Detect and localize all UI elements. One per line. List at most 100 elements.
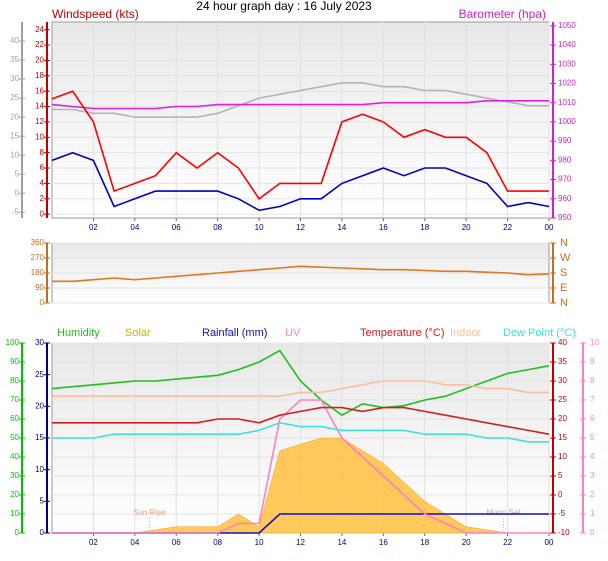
y-tick-label: 0 xyxy=(590,528,595,537)
line xyxy=(51,151,550,212)
y-tick-label: 10 xyxy=(558,452,567,461)
y-tick-label: 3 xyxy=(590,471,595,480)
y-tick-label: 16 xyxy=(35,86,44,95)
y-tick-label: 5 xyxy=(590,433,595,442)
y-tick-label: W xyxy=(560,252,571,264)
y-tick-label: 1050 xyxy=(558,21,576,30)
y-tick-label: 50 xyxy=(10,433,19,442)
y-tick-label: 20 xyxy=(10,490,19,499)
line xyxy=(52,406,550,435)
y-tick-label: 15 xyxy=(35,433,44,442)
y-tick-label: 20 xyxy=(35,401,44,410)
y-tick-label: 1020 xyxy=(558,79,576,88)
annotation: Sun Rise xyxy=(133,508,166,517)
y-tick-label: 10 xyxy=(35,132,44,141)
y-tick-label: 5 xyxy=(558,471,563,480)
y-axis-title: Windspeed (kts) xyxy=(52,7,139,21)
y-tick-label: 25 xyxy=(558,395,567,404)
x-tick-label: 14 xyxy=(337,538,346,547)
y-tick-label: 1 xyxy=(590,509,595,518)
x-tick-label: 04 xyxy=(130,223,139,232)
x-tick-label: 20 xyxy=(462,538,471,547)
y-tick-label: -10 xyxy=(558,528,570,537)
x-tick-label: 16 xyxy=(379,223,388,232)
y-tick-label: 990 xyxy=(558,136,572,145)
legend-label: Indoor xyxy=(450,327,482,339)
y-tick-label: 30 xyxy=(10,74,19,83)
y-tick-label: 6 xyxy=(590,414,595,423)
y-tick-label: 980 xyxy=(558,155,572,164)
y-tick-label: 40 xyxy=(10,36,19,45)
x-tick-label: 04 xyxy=(130,538,139,547)
y-tick-label: 5 xyxy=(40,496,45,505)
y-tick-label: 35 xyxy=(558,357,567,366)
line xyxy=(52,265,550,283)
y-tick-label: 0 xyxy=(15,188,20,197)
x-tick-label: 08 xyxy=(213,223,222,232)
y-tick-label: 40 xyxy=(558,338,567,347)
x-tick-label: 16 xyxy=(379,538,388,547)
y2-axis-title: Barometer (hpa) xyxy=(459,7,546,21)
y-tick-label: 60 xyxy=(10,414,19,423)
y-tick-label: 20 xyxy=(35,56,44,65)
y-tick-label: 9 xyxy=(590,357,595,366)
annotation: Moon Set xyxy=(486,508,521,517)
y-tick-label: 90 xyxy=(35,283,44,292)
line xyxy=(52,399,549,534)
y-tick-label: 90 xyxy=(10,357,19,366)
y-tick-label: 8 xyxy=(40,148,45,157)
y-tick-label: -5 xyxy=(12,207,20,216)
y-tick-label: 22 xyxy=(35,40,44,49)
y-tick-label: 10 xyxy=(10,150,19,159)
y-tick-label: 25 xyxy=(10,93,19,102)
x-tick-label: 14 xyxy=(337,223,346,232)
y-tick-label: 14 xyxy=(35,102,44,111)
y-tick-label: 10 xyxy=(35,465,44,474)
chart-title: 24 hour graph day : 16 July 2023 xyxy=(196,0,372,13)
x-tick-label: 20 xyxy=(462,223,471,232)
legend-label: Solar xyxy=(125,327,151,339)
y-tick-label: N xyxy=(560,237,568,249)
legend-label: UV xyxy=(285,327,301,339)
y-tick-label: 1030 xyxy=(558,59,576,68)
y-tick-label: 12 xyxy=(35,117,44,126)
x-tick-label: 22 xyxy=(503,538,512,547)
y-tick-label: N xyxy=(560,297,568,309)
y-tick-label: 180 xyxy=(31,268,45,277)
line xyxy=(52,380,549,397)
x-tick-label: 02 xyxy=(89,538,98,547)
line xyxy=(52,421,549,443)
y-tick-label: 18 xyxy=(35,71,44,80)
y-tick-label: 0 xyxy=(40,528,45,537)
y-tick-label: 15 xyxy=(558,433,567,442)
y-tick-label: 0 xyxy=(40,298,45,307)
line xyxy=(51,100,549,110)
x-tick-label: 12 xyxy=(296,223,305,232)
y-tick-label: E xyxy=(560,282,567,294)
x-tick-label: 06 xyxy=(172,538,181,547)
x-tick-label: 02 xyxy=(89,223,98,232)
x-tick-label: 08 xyxy=(213,538,222,547)
y-tick-label: 960 xyxy=(558,194,572,203)
y-tick-label: 10 xyxy=(10,509,19,518)
y-tick-label: -5 xyxy=(558,509,566,518)
y-tick-label: 1040 xyxy=(558,40,576,49)
y-tick-label: 30 xyxy=(558,376,567,385)
line xyxy=(52,82,549,118)
y-tick-label: 8 xyxy=(590,376,595,385)
y-tick-label: 30 xyxy=(35,338,44,347)
y-tick-label: 970 xyxy=(558,175,572,184)
y-tick-label: 270 xyxy=(31,253,45,262)
line xyxy=(51,90,549,200)
y-tick-label: 15 xyxy=(10,131,19,140)
y-tick-label: 10 xyxy=(590,338,599,347)
y-tick-label: 950 xyxy=(558,213,572,222)
y-tick-label: 5 xyxy=(15,169,20,178)
y-tick-label: 35 xyxy=(10,55,19,64)
y-tick-label: 7 xyxy=(590,395,595,404)
y-tick-label: 70 xyxy=(10,395,19,404)
legend-label: Humidity xyxy=(57,327,100,339)
y-tick-label: 0 xyxy=(40,209,45,218)
x-tick-label: 10 xyxy=(255,538,264,547)
